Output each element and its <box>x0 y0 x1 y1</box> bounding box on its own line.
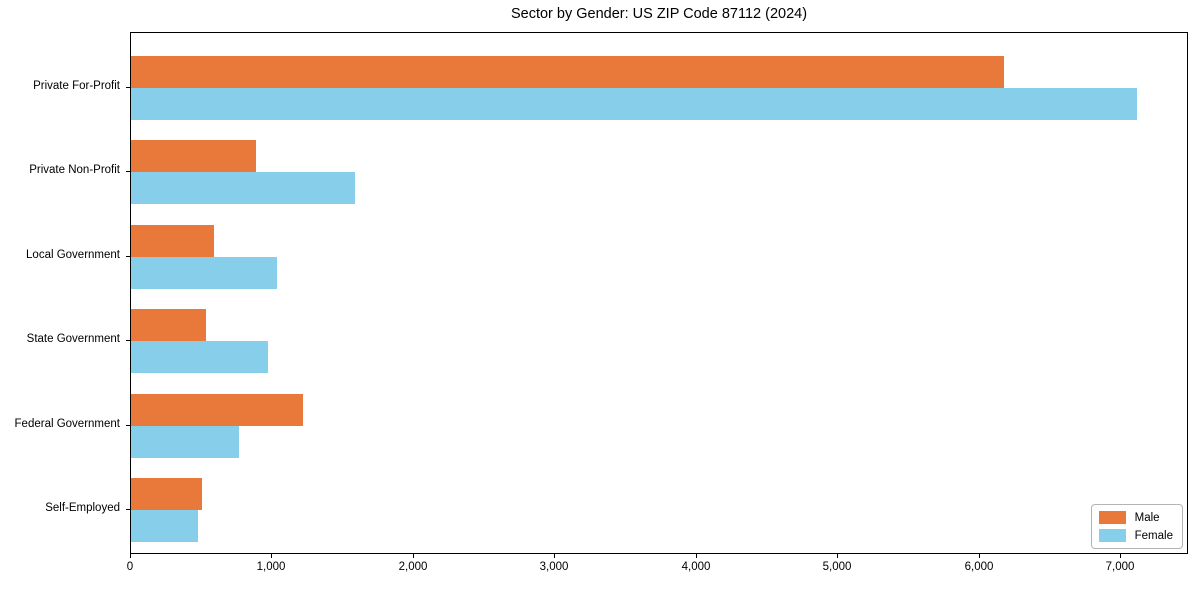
x-tick-label: 1,000 <box>256 561 286 573</box>
x-tick-mark <box>130 554 131 558</box>
chart-title: Sector by Gender: US ZIP Code 87112 (202… <box>510 6 808 22</box>
x-tick-label: 7,000 <box>1105 561 1135 573</box>
bar-female-5 <box>131 510 198 542</box>
y-tick-label: Federal Government <box>14 418 120 430</box>
y-tick-label: Self-Employed <box>45 502 120 514</box>
legend: Male Female <box>1090 504 1183 549</box>
y-tick-label: Private Non-Profit <box>29 164 120 176</box>
y-tick-label: State Government <box>26 333 120 345</box>
x-tick-label: 2,000 <box>398 561 428 573</box>
legend-swatch-female <box>1098 529 1126 542</box>
legend-entry-female: Female <box>1098 529 1173 542</box>
x-tick-mark <box>837 554 838 558</box>
y-tick-mark <box>126 87 130 88</box>
x-tick-mark <box>1120 554 1121 558</box>
bar-female-4 <box>131 425 239 458</box>
bar-male-1 <box>131 140 256 173</box>
x-tick-mark <box>696 554 697 558</box>
bar-female-2 <box>131 256 277 289</box>
bar-male-5 <box>131 478 202 510</box>
x-tick-label: 5,000 <box>822 561 852 573</box>
legend-label-male: Male <box>1134 511 1160 524</box>
x-tick-mark <box>554 554 555 558</box>
x-tick-mark <box>979 554 980 558</box>
bar-female-3 <box>131 341 268 374</box>
x-tick-label: 4,000 <box>681 561 711 573</box>
x-tick-label: 6,000 <box>964 561 994 573</box>
x-tick-label: 0 <box>126 561 134 573</box>
x-tick-label: 3,000 <box>539 561 569 573</box>
legend-label-female: Female <box>1134 529 1173 542</box>
bar-male-3 <box>131 309 206 342</box>
y-tick-mark <box>126 171 130 172</box>
y-tick-mark <box>126 256 130 257</box>
legend-entry-male: Male <box>1098 511 1173 524</box>
y-tick-mark <box>126 509 130 510</box>
y-tick-label: Private For-Profit <box>33 80 120 92</box>
legend-swatch-male <box>1098 511 1126 524</box>
x-tick-mark <box>271 554 272 558</box>
bar-male-2 <box>131 224 214 257</box>
plot-area: Male Female <box>130 32 1188 554</box>
y-tick-mark <box>126 425 130 426</box>
y-tick-mark <box>126 340 130 341</box>
bar-male-4 <box>131 393 303 426</box>
bar-female-1 <box>131 172 355 205</box>
x-tick-mark <box>413 554 414 558</box>
bar-female-0 <box>131 88 1137 120</box>
bar-male-0 <box>131 56 1004 88</box>
y-tick-label: Local Government <box>26 249 120 261</box>
